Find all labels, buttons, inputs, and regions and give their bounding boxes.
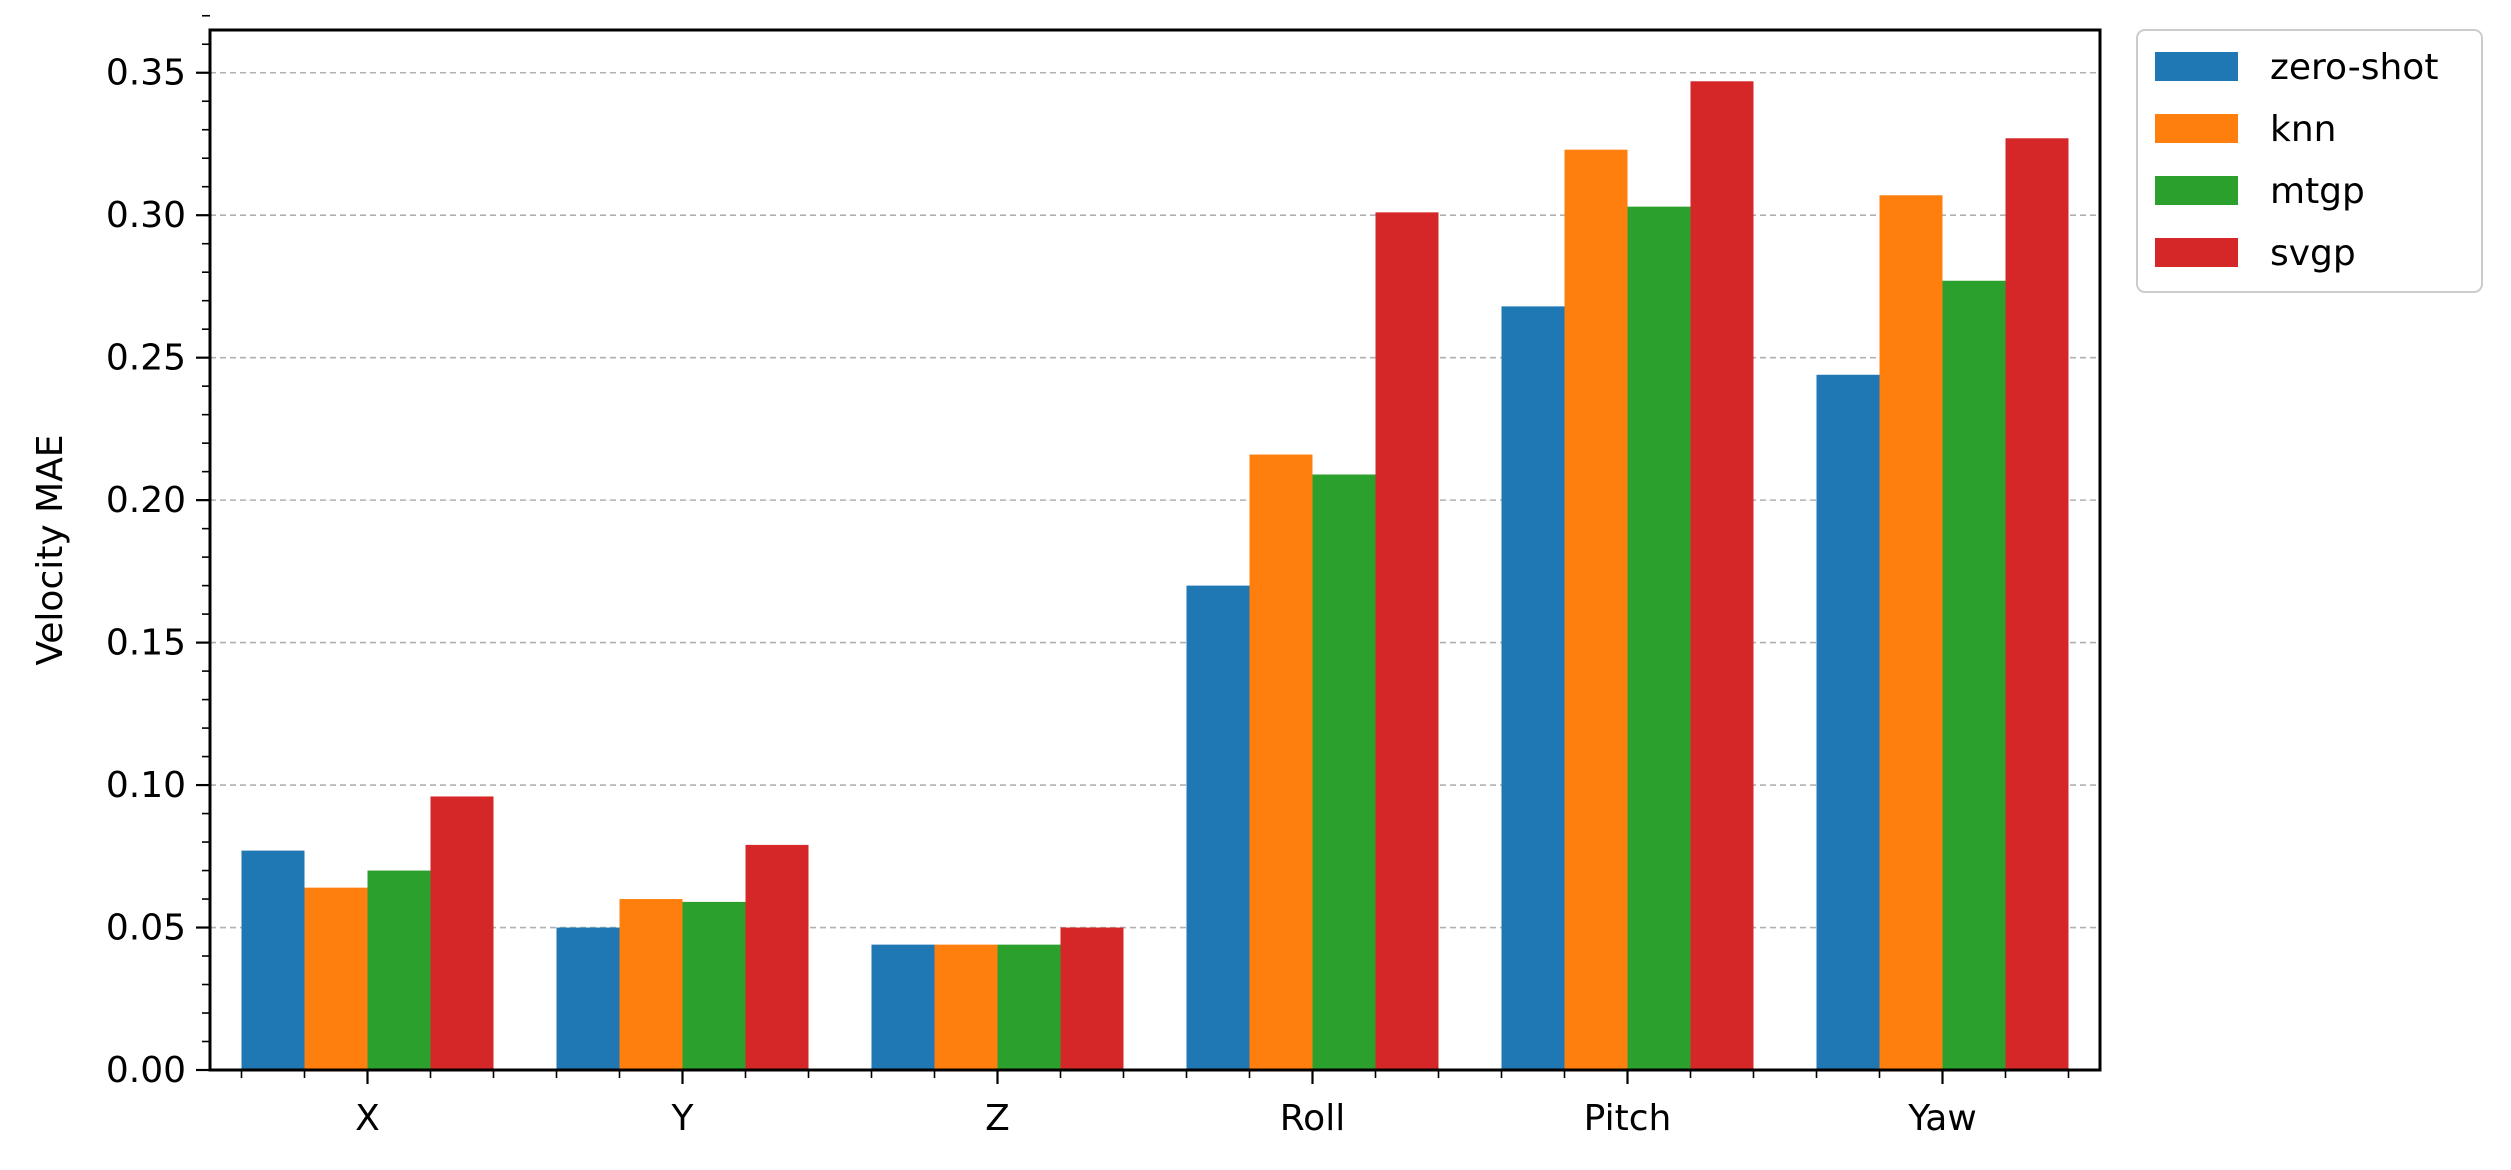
bar-zero-shot-yaw <box>1816 374 1880 1071</box>
y-tick-label: 0.05 <box>106 908 186 949</box>
y-tick-label: 0.10 <box>106 765 186 806</box>
y-tick-label: 0.00 <box>106 1050 186 1091</box>
y-tick-label: 0.30 <box>106 195 186 236</box>
gridlines <box>210 71 2100 929</box>
bar-zero-shot-roll <box>1186 585 1250 1070</box>
legend-label-knn: knn <box>2270 109 2336 150</box>
legend-swatch-knn <box>2155 114 2238 143</box>
bar-zero-shot-z <box>871 944 935 1070</box>
x-tick-label: Y <box>671 1098 695 1139</box>
bar-svgp-pitch <box>1690 81 1754 1071</box>
x-tick-label: Roll <box>1280 1098 1345 1139</box>
bar-mtgp-pitch <box>1627 206 1691 1070</box>
legend-label-mtgp: mtgp <box>2270 171 2365 212</box>
bar-svgp-roll <box>1375 212 1439 1070</box>
bar-knn-x <box>304 887 368 1070</box>
legend: zero-shot knn mtgp svgp <box>2136 29 2483 293</box>
bar-zero-shot-pitch <box>1501 306 1565 1071</box>
y-tick-label: 0.35 <box>106 53 186 94</box>
legend-box <box>2136 29 2483 293</box>
legend-swatch-zero-shot <box>2155 52 2238 81</box>
bar-mtgp-z <box>997 944 1061 1070</box>
bar-mtgp-yaw <box>1942 280 2006 1070</box>
bar-mtgp-roll <box>1312 474 1376 1070</box>
legend-label-zero-shot: zero-shot <box>2270 47 2438 88</box>
y-axis-label: Velocity MAE <box>30 434 71 665</box>
bars <box>241 81 2069 1071</box>
y-tick-label: 0.25 <box>106 338 186 379</box>
bar-svgp-x <box>430 796 494 1070</box>
bar-svgp-yaw <box>2005 138 2069 1070</box>
legend-swatch-svgp <box>2155 238 2238 267</box>
bar-knn-pitch <box>1564 149 1628 1070</box>
x-tick-label: Pitch <box>1584 1098 1672 1139</box>
bar-knn-roll <box>1249 454 1313 1070</box>
plot-frame <box>208 28 2102 1072</box>
x-tick-label: Z <box>985 1098 1010 1139</box>
bar-mtgp-x <box>367 870 431 1070</box>
y-tick-label: 0.15 <box>106 623 186 664</box>
bar-knn-y <box>619 899 683 1070</box>
legend-swatch-mtgp <box>2155 176 2238 205</box>
y-tick-label: 0.20 <box>106 480 186 521</box>
bar-knn-yaw <box>1879 195 1943 1071</box>
x-tick-label: X <box>355 1098 380 1139</box>
bar-knn-z <box>934 944 998 1070</box>
bar-zero-shot-y <box>556 927 620 1070</box>
axis-ticks: 0.00 0.05 0.10 0.15 0.20 0.25 0.30 0.35 X Y Z Roll P… <box>106 14 2070 1139</box>
bar-mtgp-y <box>682 901 746 1070</box>
legend-label-svgp: svgp <box>2270 233 2356 274</box>
bar-svgp-y <box>745 844 809 1070</box>
bar-svgp-z <box>1060 927 1124 1070</box>
x-tick-label: Yaw <box>1907 1098 1977 1139</box>
bar-zero-shot-x <box>241 850 305 1070</box>
